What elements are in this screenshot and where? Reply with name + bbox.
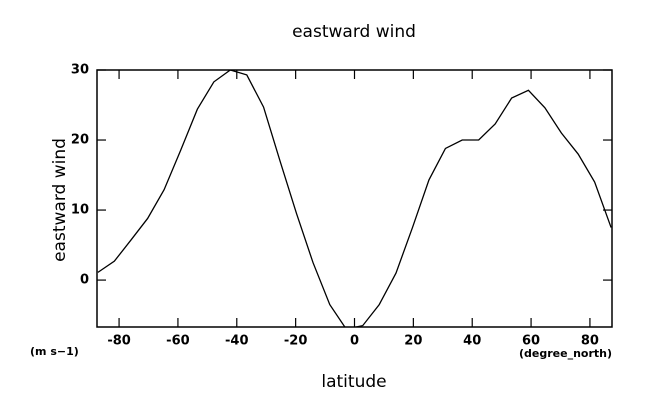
x-tick-label: 80: [581, 334, 599, 349]
y-tick-label: 10: [71, 203, 89, 218]
y-axis-label: eastward wind: [50, 138, 70, 262]
y-tick-label: 30: [71, 63, 89, 78]
chart-title: eastward wind: [292, 22, 416, 42]
x-tick-label: 40: [463, 334, 481, 349]
y-units: (m s−1): [30, 345, 79, 358]
x-tick-label: 60: [522, 334, 540, 349]
y-tick-label: 20: [71, 133, 89, 148]
x-tick-label: -20: [284, 334, 308, 349]
x-tick-label: -60: [166, 334, 190, 349]
y-tick-label: 0: [80, 273, 89, 288]
plot-frame: [96, 69, 613, 328]
x-tick-label: -80: [107, 334, 131, 349]
x-axis-label: latitude: [321, 372, 386, 392]
x-units: (degree_north): [519, 347, 612, 360]
x-tick-label: 20: [404, 334, 422, 349]
x-tick-label: -40: [225, 334, 249, 349]
data-line: [97, 70, 612, 327]
x-tick-label: 0: [350, 334, 359, 349]
